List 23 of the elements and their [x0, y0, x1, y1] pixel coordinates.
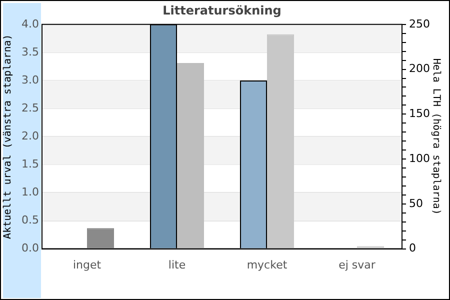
- y2-tick-label: 100: [409, 152, 430, 165]
- y2-tick-label: 50: [409, 196, 423, 210]
- y2-tick-label: 200: [409, 62, 430, 76]
- y2-tick-label: 150: [409, 107, 430, 120]
- y-tick-label: 2.5: [22, 101, 39, 114]
- y-tick-label: 3.0: [22, 73, 39, 86]
- x-tick-label: mycket: [246, 258, 288, 272]
- x-tick-label: ej svar: [338, 258, 376, 272]
- y2-tick-label: 250: [409, 17, 430, 30]
- y2-axis-title: Hela LTH (högra staplarna): [430, 58, 442, 215]
- chart-title: Litteratursökning: [162, 3, 282, 18]
- y-axis-title: Aktuellt urval (vänstra staplarna): [2, 34, 14, 239]
- y2-tick-label: 0: [409, 242, 416, 255]
- y-tick-label: 2.0: [22, 129, 39, 142]
- bar: [87, 228, 114, 248]
- x-tick-label: inget: [72, 258, 102, 272]
- y-tick-label: 0.0: [22, 242, 39, 255]
- y-tick-label: 1.0: [22, 186, 39, 199]
- y-tick-label: 0.5: [22, 214, 39, 227]
- x-tick-label: lite: [168, 258, 186, 272]
- y-tick-label: 1.5: [22, 158, 39, 171]
- y-tick-label: 3.5: [22, 45, 39, 58]
- y-tick-label: 4.0: [22, 17, 39, 30]
